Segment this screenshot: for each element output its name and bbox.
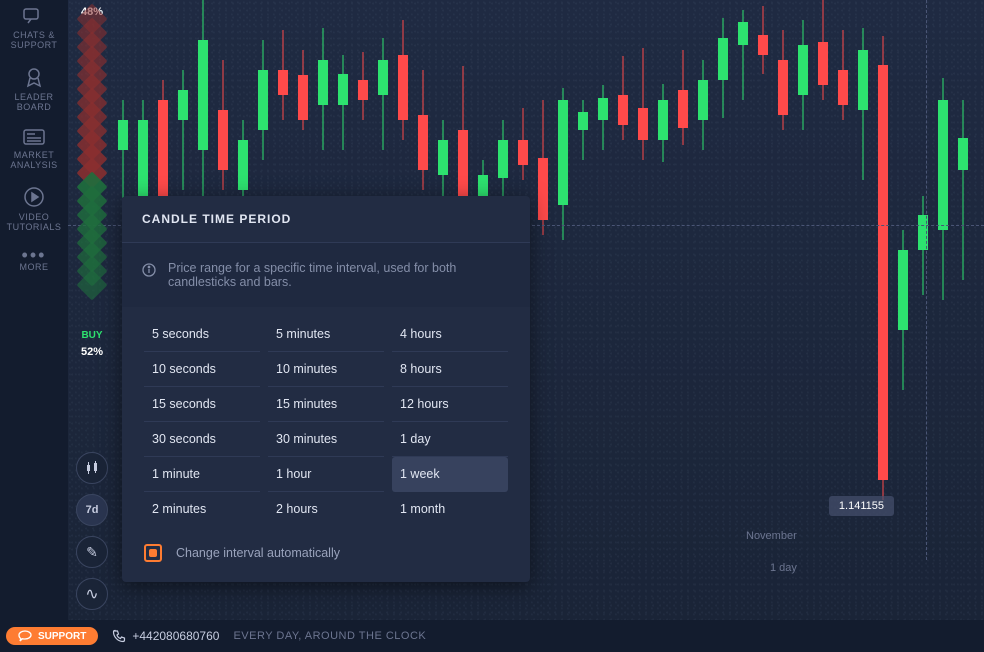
sidebar-item-more[interactable]: ••• MORE [0,240,68,280]
period-option[interactable]: 15 seconds [144,387,260,422]
sidebar-item-video[interactable]: VIDEO TUTORIALS [0,178,68,240]
sidebar-label: CHATS & SUPPORT [11,30,58,50]
period-option[interactable]: 1 week [392,457,508,492]
period-option[interactable]: 5 seconds [144,317,260,352]
pencil-icon: ✎ [86,544,98,561]
sidebar-label: LEADER BOARD [14,92,53,112]
price-label: 1.141155 [829,496,894,516]
auto-interval-label: Change interval automatically [176,546,340,560]
period-text: 7d [86,504,99,516]
period-option[interactable]: 30 seconds [144,422,260,457]
period-option[interactable]: 1 day [392,422,508,457]
phone-section[interactable]: +442080680760 [112,629,219,643]
sidebar-label: VIDEO TUTORIALS [7,212,62,232]
period-option[interactable]: 5 minutes [268,317,384,352]
news-icon [23,128,45,146]
draw-button[interactable]: ✎ [76,536,108,568]
period-option[interactable]: 10 minutes [268,352,384,387]
candlestick-icon [85,461,99,475]
period-option[interactable]: 10 seconds [144,352,260,387]
period-option[interactable]: 2 minutes [144,492,260,526]
sidebar-item-leaderboard[interactable]: LEADER BOARD [0,58,68,120]
medal-icon [23,66,45,88]
buy-label: BUY [68,330,116,341]
period-option[interactable]: 12 hours [392,387,508,422]
period-button[interactable]: 7d [76,494,108,526]
checkbox-checked-icon [149,549,157,557]
more-icon: ••• [0,248,68,262]
sidebar-label: MORE [20,262,49,272]
period-option[interactable]: 1 hour [268,457,384,492]
bottom-bar: SUPPORT +442080680760 EVERY DAY, AROUND … [0,620,984,652]
info-icon [142,263,156,277]
sidebar-item-market[interactable]: MARKET ANALYSIS [0,120,68,178]
sidebar-item-chats[interactable]: CHATS & SUPPORT [0,0,68,58]
period-option[interactable]: 1 month [392,492,508,526]
support-label: SUPPORT [38,631,86,642]
chart-type-button[interactable] [76,452,108,484]
buy-percent: 52% [68,346,116,358]
auto-interval-checkbox[interactable] [144,544,162,562]
axis-time-label: 1 day [770,562,797,574]
play-icon [23,186,45,208]
period-grid: 5 seconds5 minutes4 hours 10 seconds10 mi… [122,307,530,526]
chat-icon [23,8,45,26]
sidebar-label: MARKET ANALYSIS [10,150,57,170]
period-option[interactable]: 8 hours [392,352,508,387]
sidebar: CHATS & SUPPORT LEADER BOARD MARKET ANAL… [0,0,68,620]
period-option[interactable]: 30 minutes [268,422,384,457]
popup-title: CANDLE TIME PERIOD [122,196,530,243]
popup-info: Price range for a specific time interval… [122,243,530,307]
chat-bubble-icon [18,630,32,642]
chart-tools: 7d ✎ ∿ [76,452,108,610]
phone-icon [112,629,126,643]
candle-period-popup: CANDLE TIME PERIOD Price range for a spe… [122,196,530,582]
popup-footer: Change interval automatically [122,526,530,582]
sentiment-meter: 48% BUY 52% [68,0,116,360]
period-option[interactable]: 4 hours [392,317,508,352]
axis-month-label: November [746,530,797,542]
support-button[interactable]: SUPPORT [6,627,98,645]
crosshair-vertical [926,0,927,560]
indicator-button[interactable]: ∿ [76,578,108,610]
wave-icon: ∿ [85,584,98,604]
period-option[interactable]: 15 minutes [268,387,384,422]
period-option[interactable]: 1 minute [144,457,260,492]
phone-number: +442080680760 [132,629,219,643]
popup-info-text: Price range for a specific time interval… [168,261,510,289]
period-option[interactable]: 2 hours [268,492,384,526]
tagline: EVERY DAY, AROUND THE CLOCK [233,630,426,642]
